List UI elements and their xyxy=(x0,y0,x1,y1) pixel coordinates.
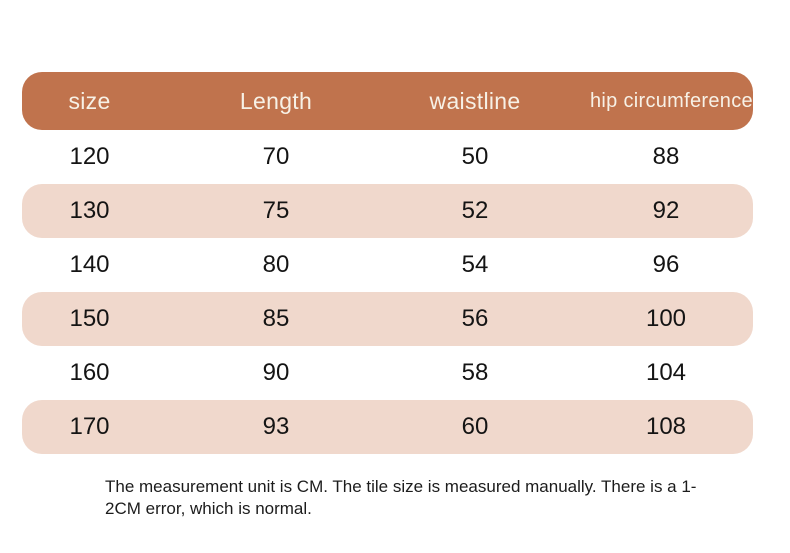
cell-waistline: 54 xyxy=(461,251,489,278)
column-header-size: size xyxy=(68,87,111,114)
cell-length: 93 xyxy=(262,413,290,440)
column-header-waistline: waistline xyxy=(429,87,521,114)
cell-length: 85 xyxy=(262,305,290,332)
cell-hip: 104 xyxy=(645,359,687,386)
table-row: 120 70 50 88 xyxy=(22,130,753,184)
cell-size: 130 xyxy=(69,197,110,224)
cell-hip: 88 xyxy=(652,143,680,170)
column-header-length: Length xyxy=(239,87,313,114)
cell-hip: 96 xyxy=(652,251,680,278)
table-body: 120 70 50 88 130 75 52 92 140 80 54 96 150 85 56 100 160… xyxy=(22,130,753,454)
table-row: 160 90 58 104 xyxy=(22,346,753,400)
cell-size: 170 xyxy=(69,413,110,440)
table-row: 170 93 60 108 xyxy=(22,400,753,454)
table-row: 150 85 56 100 xyxy=(22,292,753,346)
cell-waistline: 58 xyxy=(461,359,489,386)
cell-waistline: 56 xyxy=(461,305,489,332)
cell-length: 80 xyxy=(262,251,290,278)
size-chart-table: size Length waistline hip circumference … xyxy=(22,72,753,454)
table-row: 140 80 54 96 xyxy=(22,238,753,292)
cell-waistline: 50 xyxy=(461,143,489,170)
cell-hip: 108 xyxy=(645,413,687,440)
measurement-disclaimer: The measurement unit is CM. The tile siz… xyxy=(105,477,697,518)
cell-hip: 92 xyxy=(652,197,680,224)
cell-size: 140 xyxy=(69,251,110,278)
column-header-hip-circumference: hip circumference xyxy=(590,89,753,112)
cell-hip: 100 xyxy=(645,305,687,332)
cell-size: 160 xyxy=(69,359,110,386)
cell-waistline: 52 xyxy=(461,197,489,224)
cell-size: 120 xyxy=(69,143,110,170)
table-header-row: size Length waistline hip circumference xyxy=(22,72,753,130)
cell-length: 75 xyxy=(262,197,290,224)
cell-size: 150 xyxy=(69,305,110,332)
table-row: 130 75 52 92 xyxy=(22,184,753,238)
cell-waistline: 60 xyxy=(461,413,489,440)
cell-length: 90 xyxy=(262,359,290,386)
cell-length: 70 xyxy=(262,143,290,170)
